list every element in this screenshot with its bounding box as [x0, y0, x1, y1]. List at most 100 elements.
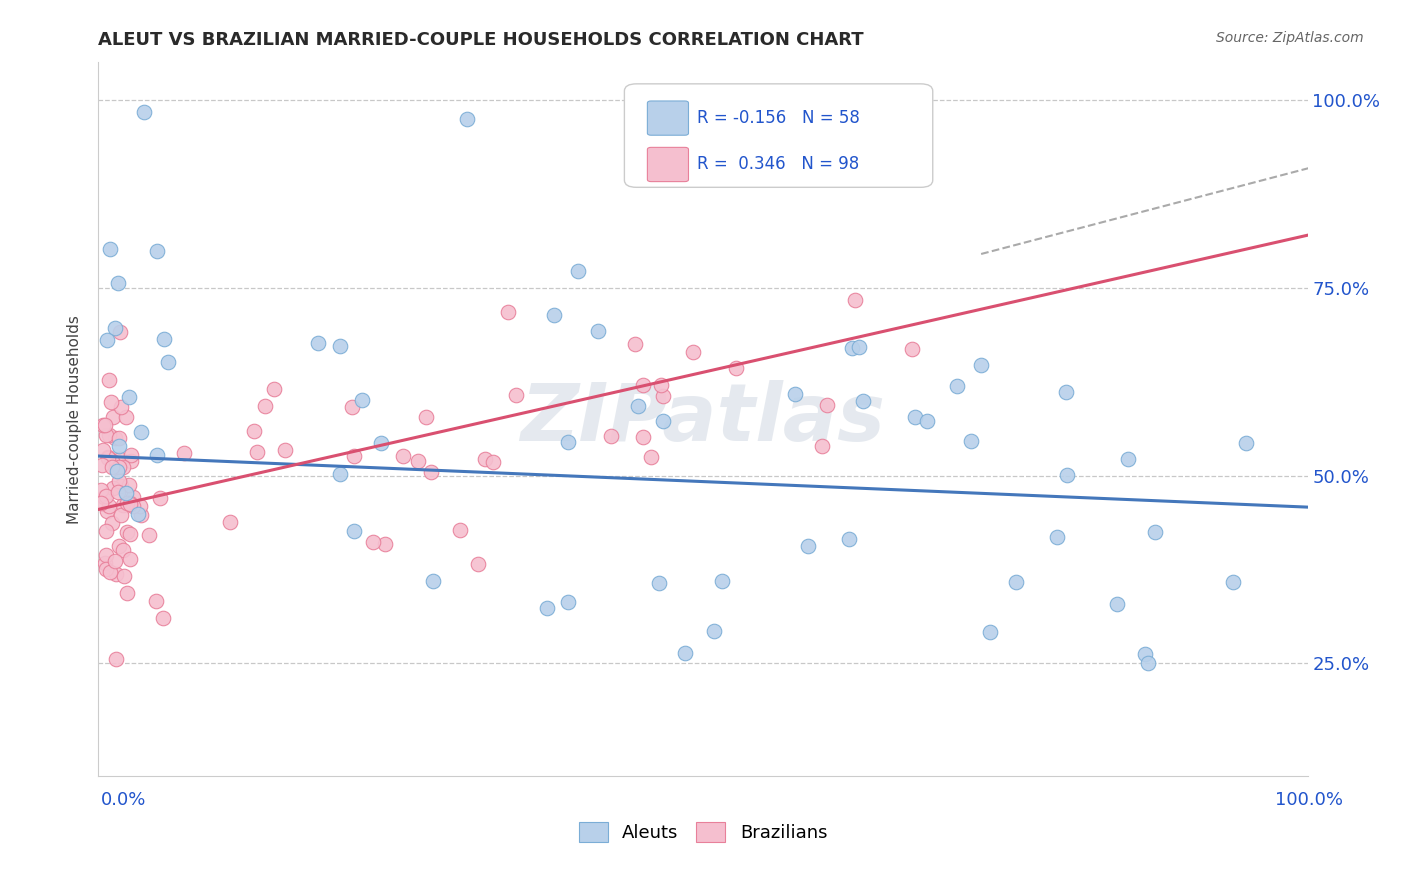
Point	[340, 401, 363, 415]
Point	[94, 556, 117, 570]
Point	[1056, 468, 1078, 483]
Point	[586, 324, 609, 338]
Point	[110, 479, 132, 493]
Point	[352, 392, 374, 407]
Point	[848, 340, 870, 354]
Point	[219, 515, 242, 529]
Point	[1054, 385, 1077, 400]
Point	[129, 425, 152, 439]
Point	[138, 527, 160, 541]
Point	[98, 566, 121, 580]
Point	[98, 427, 121, 442]
Point	[253, 399, 276, 413]
Point	[415, 409, 437, 424]
Point	[149, 491, 172, 505]
Point	[100, 395, 122, 409]
Point	[852, 394, 875, 409]
Point	[900, 342, 922, 356]
Point	[128, 500, 150, 514]
Point	[118, 497, 141, 511]
FancyBboxPatch shape	[647, 101, 689, 136]
Point	[120, 454, 142, 468]
Point	[496, 305, 519, 319]
Point	[474, 451, 496, 466]
Point	[90, 483, 112, 497]
Point	[467, 557, 489, 571]
Text: 0.0%: 0.0%	[101, 790, 146, 808]
Point	[101, 409, 124, 424]
Point	[838, 532, 860, 546]
Point	[243, 424, 266, 438]
Point	[422, 574, 444, 588]
Point	[96, 334, 118, 348]
Point	[1144, 525, 1167, 540]
Point	[117, 496, 139, 510]
Point	[127, 507, 149, 521]
Point	[105, 464, 128, 478]
Point	[103, 481, 125, 495]
Point	[703, 624, 725, 639]
Point	[105, 566, 128, 581]
Point	[91, 417, 114, 432]
Point	[904, 409, 927, 424]
FancyBboxPatch shape	[647, 147, 689, 182]
Point	[815, 398, 838, 412]
Point	[108, 459, 131, 474]
Text: ALEUT VS BRAZILIAN MARRIED-COUPLE HOUSEHOLDS CORRELATION CHART: ALEUT VS BRAZILIAN MARRIED-COUPLE HOUSEH…	[98, 31, 865, 49]
Point	[623, 336, 645, 351]
Point	[91, 458, 114, 472]
Point	[118, 496, 141, 510]
Point	[146, 244, 169, 259]
Point	[1004, 574, 1026, 589]
Point	[156, 355, 179, 369]
Point	[274, 442, 297, 457]
Point	[111, 498, 134, 512]
Point	[115, 410, 138, 425]
Point	[114, 486, 136, 500]
Text: R =  0.346   N = 98: R = 0.346 N = 98	[697, 155, 859, 173]
Point	[1133, 647, 1156, 661]
Point	[945, 378, 967, 392]
Point	[543, 309, 565, 323]
FancyBboxPatch shape	[624, 84, 932, 187]
Point	[93, 443, 115, 458]
Point	[101, 454, 124, 468]
Point	[1137, 656, 1160, 670]
Text: R = -0.156   N = 58: R = -0.156 N = 58	[697, 109, 860, 127]
Point	[1046, 531, 1069, 545]
Point	[122, 491, 145, 505]
Point	[97, 451, 120, 466]
Point	[783, 386, 806, 401]
Point	[173, 446, 195, 460]
Legend: Aleuts, Brazilians: Aleuts, Brazilians	[571, 814, 835, 849]
Point	[96, 561, 118, 575]
Point	[110, 508, 132, 522]
Point	[112, 460, 135, 475]
Point	[101, 460, 124, 475]
Point	[115, 586, 138, 600]
Point	[104, 321, 127, 335]
Point	[1222, 575, 1244, 590]
Text: 100.0%: 100.0%	[1275, 790, 1343, 808]
Point	[1116, 452, 1139, 467]
Point	[419, 465, 441, 479]
Point	[94, 427, 117, 442]
Y-axis label: Married-couple Households: Married-couple Households	[67, 315, 83, 524]
Point	[108, 474, 131, 488]
Point	[108, 431, 131, 445]
Point	[90, 496, 112, 510]
Point	[481, 455, 503, 469]
Point	[915, 414, 938, 428]
Point	[101, 516, 124, 531]
Point	[96, 489, 118, 503]
Point	[374, 537, 396, 551]
Point	[673, 646, 696, 660]
Point	[97, 499, 120, 513]
Point	[118, 478, 141, 492]
Point	[120, 527, 142, 541]
Point	[145, 594, 167, 608]
Point	[129, 508, 152, 522]
Point	[505, 388, 527, 402]
Point	[112, 542, 135, 557]
Point	[392, 449, 415, 463]
